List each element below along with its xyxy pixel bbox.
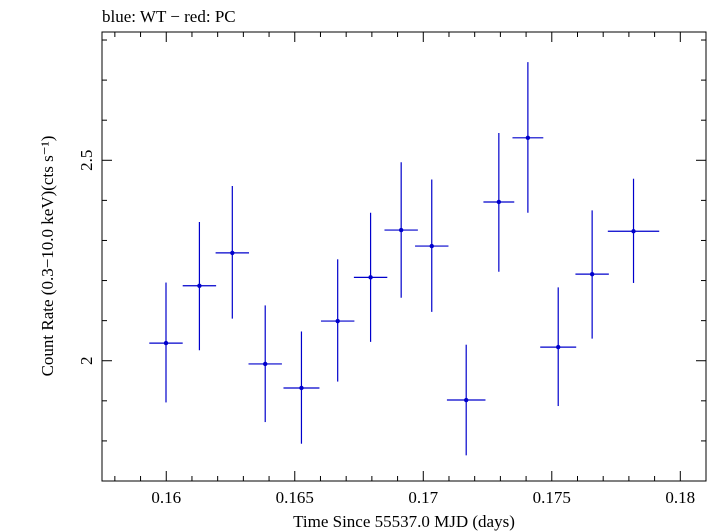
data-point-3: [215, 185, 250, 319]
x-tick-label: 0.18: [665, 488, 695, 507]
data-marker: [463, 397, 469, 403]
data-point-7: [353, 212, 388, 342]
data-point-9: [415, 179, 449, 312]
data-marker: [556, 344, 561, 350]
y-tick-label: 2: [77, 356, 96, 365]
data-point-12: [512, 62, 544, 213]
data-marker: [525, 135, 531, 141]
data-point-10: [446, 344, 486, 456]
data-point-13: [540, 287, 577, 407]
data-point-14: [575, 210, 609, 339]
chart-title: blue: WT − red: PC: [102, 7, 236, 26]
data-point-15: [607, 178, 660, 283]
data-marker: [368, 275, 373, 280]
data-point-8: [384, 162, 418, 298]
data-marker: [631, 229, 636, 234]
data-point-5: [283, 331, 320, 444]
data-marker: [496, 199, 502, 205]
axis-tick-labels: 0.16 0.165 0.17 0.175 0.18 2 2.5: [77, 150, 695, 507]
x-tick-label: 0.17: [408, 488, 438, 507]
x-tick-label: 0.165: [276, 488, 314, 507]
y-axis-label: Count Rate (0.3−10.0 keV)(cts s⁻¹): [38, 136, 57, 377]
data-marker: [335, 318, 340, 324]
data-marker: [197, 283, 202, 288]
y-tick-label: 2.5: [77, 150, 96, 171]
data-series: [149, 62, 660, 456]
data-marker: [398, 227, 404, 233]
data-marker: [230, 250, 235, 256]
x-tick-label: 0.175: [533, 488, 571, 507]
x-axis-label: Time Since 55537.0 MJD (days): [293, 512, 515, 531]
data-marker: [299, 385, 304, 391]
axis-ticks: [102, 32, 707, 482]
plot-frame: [101, 31, 707, 482]
data-point-4: [248, 305, 282, 423]
x-tick-label: 0.16: [151, 488, 181, 507]
data-marker: [163, 340, 169, 346]
data-marker: [263, 361, 268, 367]
data-marker: [589, 271, 595, 277]
data-point-2: [182, 222, 217, 351]
data-marker: [429, 243, 434, 249]
data-point-1: [149, 282, 183, 403]
data-point-6: [320, 259, 355, 382]
data-point-11: [483, 133, 515, 272]
